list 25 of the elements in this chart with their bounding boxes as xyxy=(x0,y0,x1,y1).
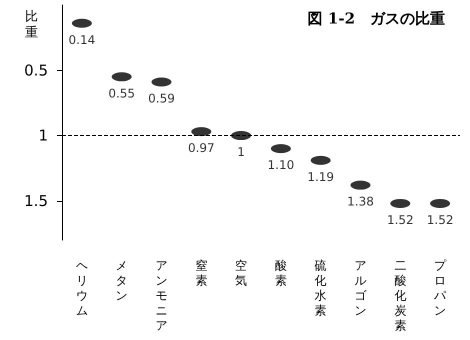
data-label: 0.59 xyxy=(148,92,175,106)
x-tick-label: 硫化水素 xyxy=(314,258,327,318)
data-label: 1.19 xyxy=(307,170,334,184)
x-tick-label: 酸素 xyxy=(274,258,287,288)
x-tick-label: 二酸化炭素 xyxy=(394,258,406,332)
data-label: 0.55 xyxy=(108,86,136,100)
y-tick-label: 1.5 xyxy=(24,192,48,210)
x-tick-label: 窒素 xyxy=(195,258,208,288)
data-label: 1.52 xyxy=(386,212,414,227)
y-tick-label: 0.5 xyxy=(24,61,48,80)
x-tick-label: メタン xyxy=(116,258,128,302)
data-label: 1.52 xyxy=(426,212,454,227)
data-label: 1.10 xyxy=(268,158,294,172)
x-tick-label: ヘリウム xyxy=(76,258,88,318)
x-tick-label: プロパン xyxy=(433,258,448,318)
y-axis-title: 比重 xyxy=(25,10,38,40)
x-tick-label: アルゴン xyxy=(354,258,368,318)
x-tick-label: 空気 xyxy=(235,258,248,288)
data-label: 0.97 xyxy=(188,141,215,156)
y-tick-label: 1 xyxy=(38,126,48,145)
data-label: 1 xyxy=(237,145,245,160)
x-tick-label: アンモニア xyxy=(156,258,168,332)
data-label: 0.14 xyxy=(68,32,96,47)
chart-title: 図 1-2 ガスの比重 xyxy=(308,10,446,28)
data-label: 1.38 xyxy=(347,194,374,209)
